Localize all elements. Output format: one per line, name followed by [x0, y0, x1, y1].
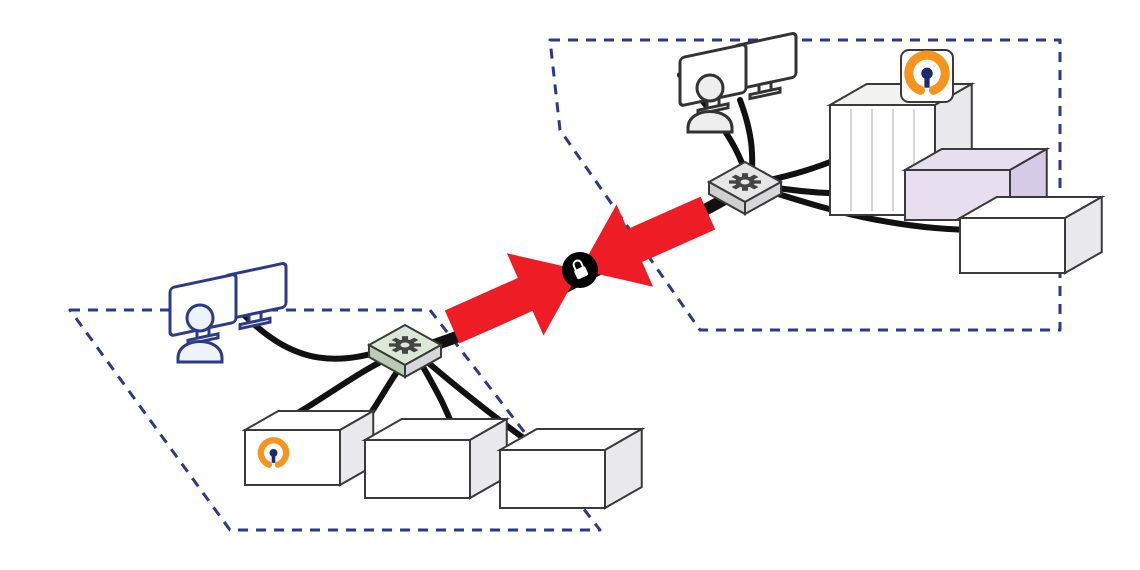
openvpn-logo-icon [901, 50, 953, 102]
gear-icon [389, 336, 421, 354]
left-server-vpn [245, 411, 373, 485]
left-server-2 [365, 419, 507, 498]
right-server-3 [960, 197, 1102, 273]
left-server-3 [500, 429, 642, 508]
router-left [369, 325, 441, 377]
firewall-icon [434, 172, 726, 368]
user-left [170, 263, 286, 362]
gear-icon [729, 173, 761, 191]
user-right [680, 33, 796, 132]
network-diagram [0, 0, 1140, 570]
